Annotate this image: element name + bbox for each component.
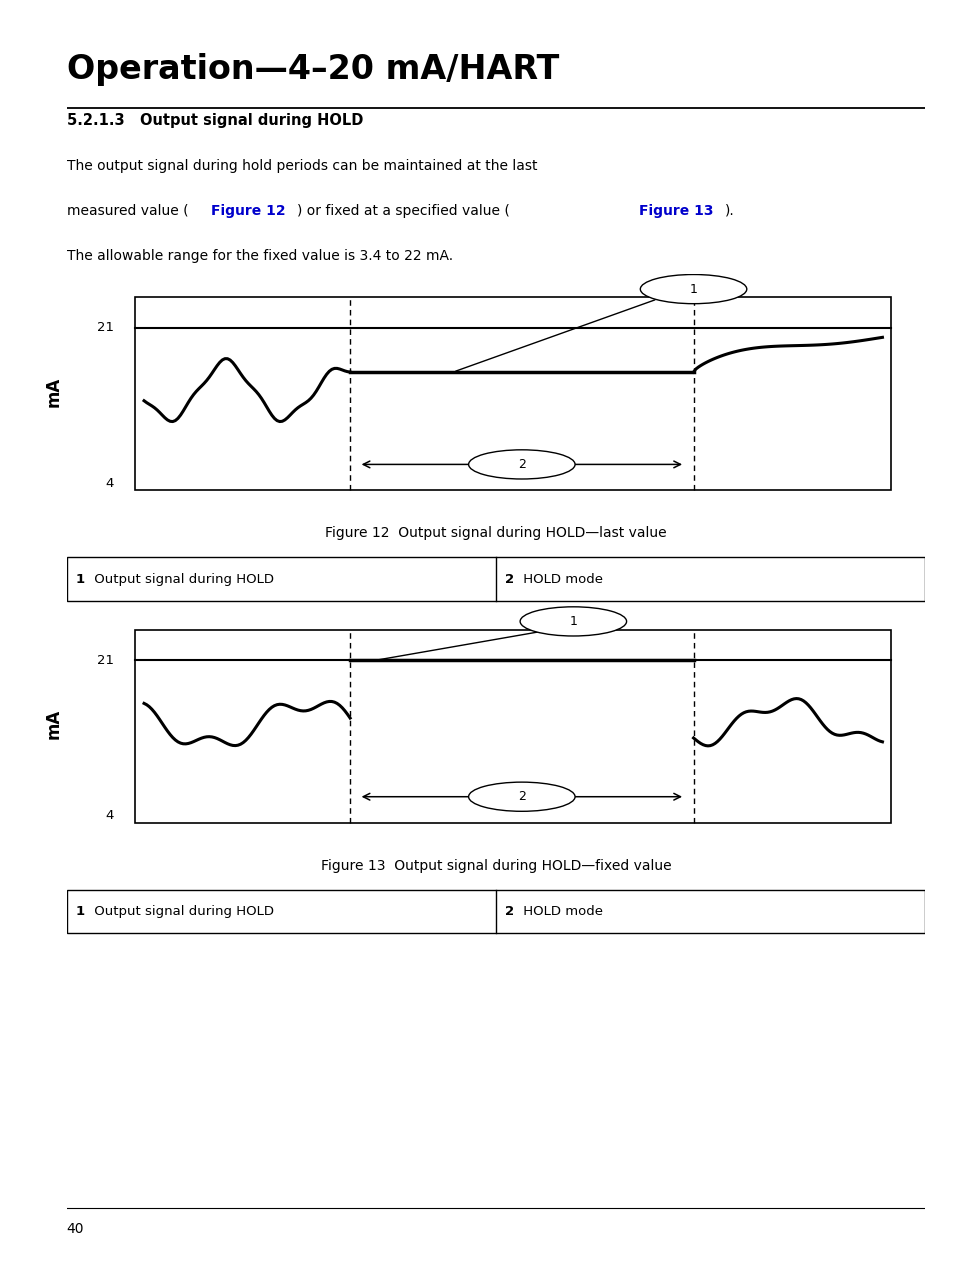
Text: Operation—4–20 mA/HART: Operation—4–20 mA/HART [67,53,558,86]
Circle shape [468,450,575,480]
Text: 2: 2 [517,790,525,803]
Text: 40: 40 [67,1221,84,1236]
Text: 1: 1 [75,904,85,918]
Text: measured value (: measured value ( [67,204,188,218]
Text: mA: mA [45,377,63,407]
Text: ) or fixed at a specified value (: ) or fixed at a specified value ( [296,204,509,218]
Text: Output signal during HOLD: Output signal during HOLD [90,904,274,918]
Text: 2: 2 [504,572,514,585]
Text: 1: 1 [569,614,577,628]
Bar [135,298,890,490]
Text: 5.2.1.3   Output signal during HOLD: 5.2.1.3 Output signal during HOLD [67,113,363,128]
Text: 2: 2 [504,904,514,918]
Text: 4: 4 [106,809,114,822]
Text: HOLD mode: HOLD mode [518,572,602,585]
Bar [135,630,890,823]
Text: Output signal during HOLD: Output signal during HOLD [90,572,274,585]
Text: 21: 21 [97,654,114,667]
Text: 1: 1 [689,282,697,295]
Text: 1: 1 [75,572,85,585]
Circle shape [519,607,626,636]
Text: The output signal during hold periods can be maintained at the last: The output signal during hold periods ca… [67,159,537,173]
Text: mA: mA [45,709,63,739]
Text: The allowable range for the fixed value is 3.4 to 22 mA.: The allowable range for the fixed value … [67,248,453,262]
Text: HOLD mode: HOLD mode [518,904,602,918]
Text: Figure 12  Output signal during HOLD—last value: Figure 12 Output signal during HOLD—last… [325,527,666,541]
Text: ).: ). [723,204,734,218]
Text: Figure 13  Output signal during HOLD—fixed value: Figure 13 Output signal during HOLD—fixe… [320,859,671,873]
Text: 2: 2 [517,458,525,471]
Text: Figure 12: Figure 12 [211,204,285,218]
Circle shape [468,782,575,812]
Circle shape [639,275,746,304]
Text: 21: 21 [97,322,114,335]
Text: Figure 13: Figure 13 [638,204,712,218]
Text: 4: 4 [106,477,114,490]
